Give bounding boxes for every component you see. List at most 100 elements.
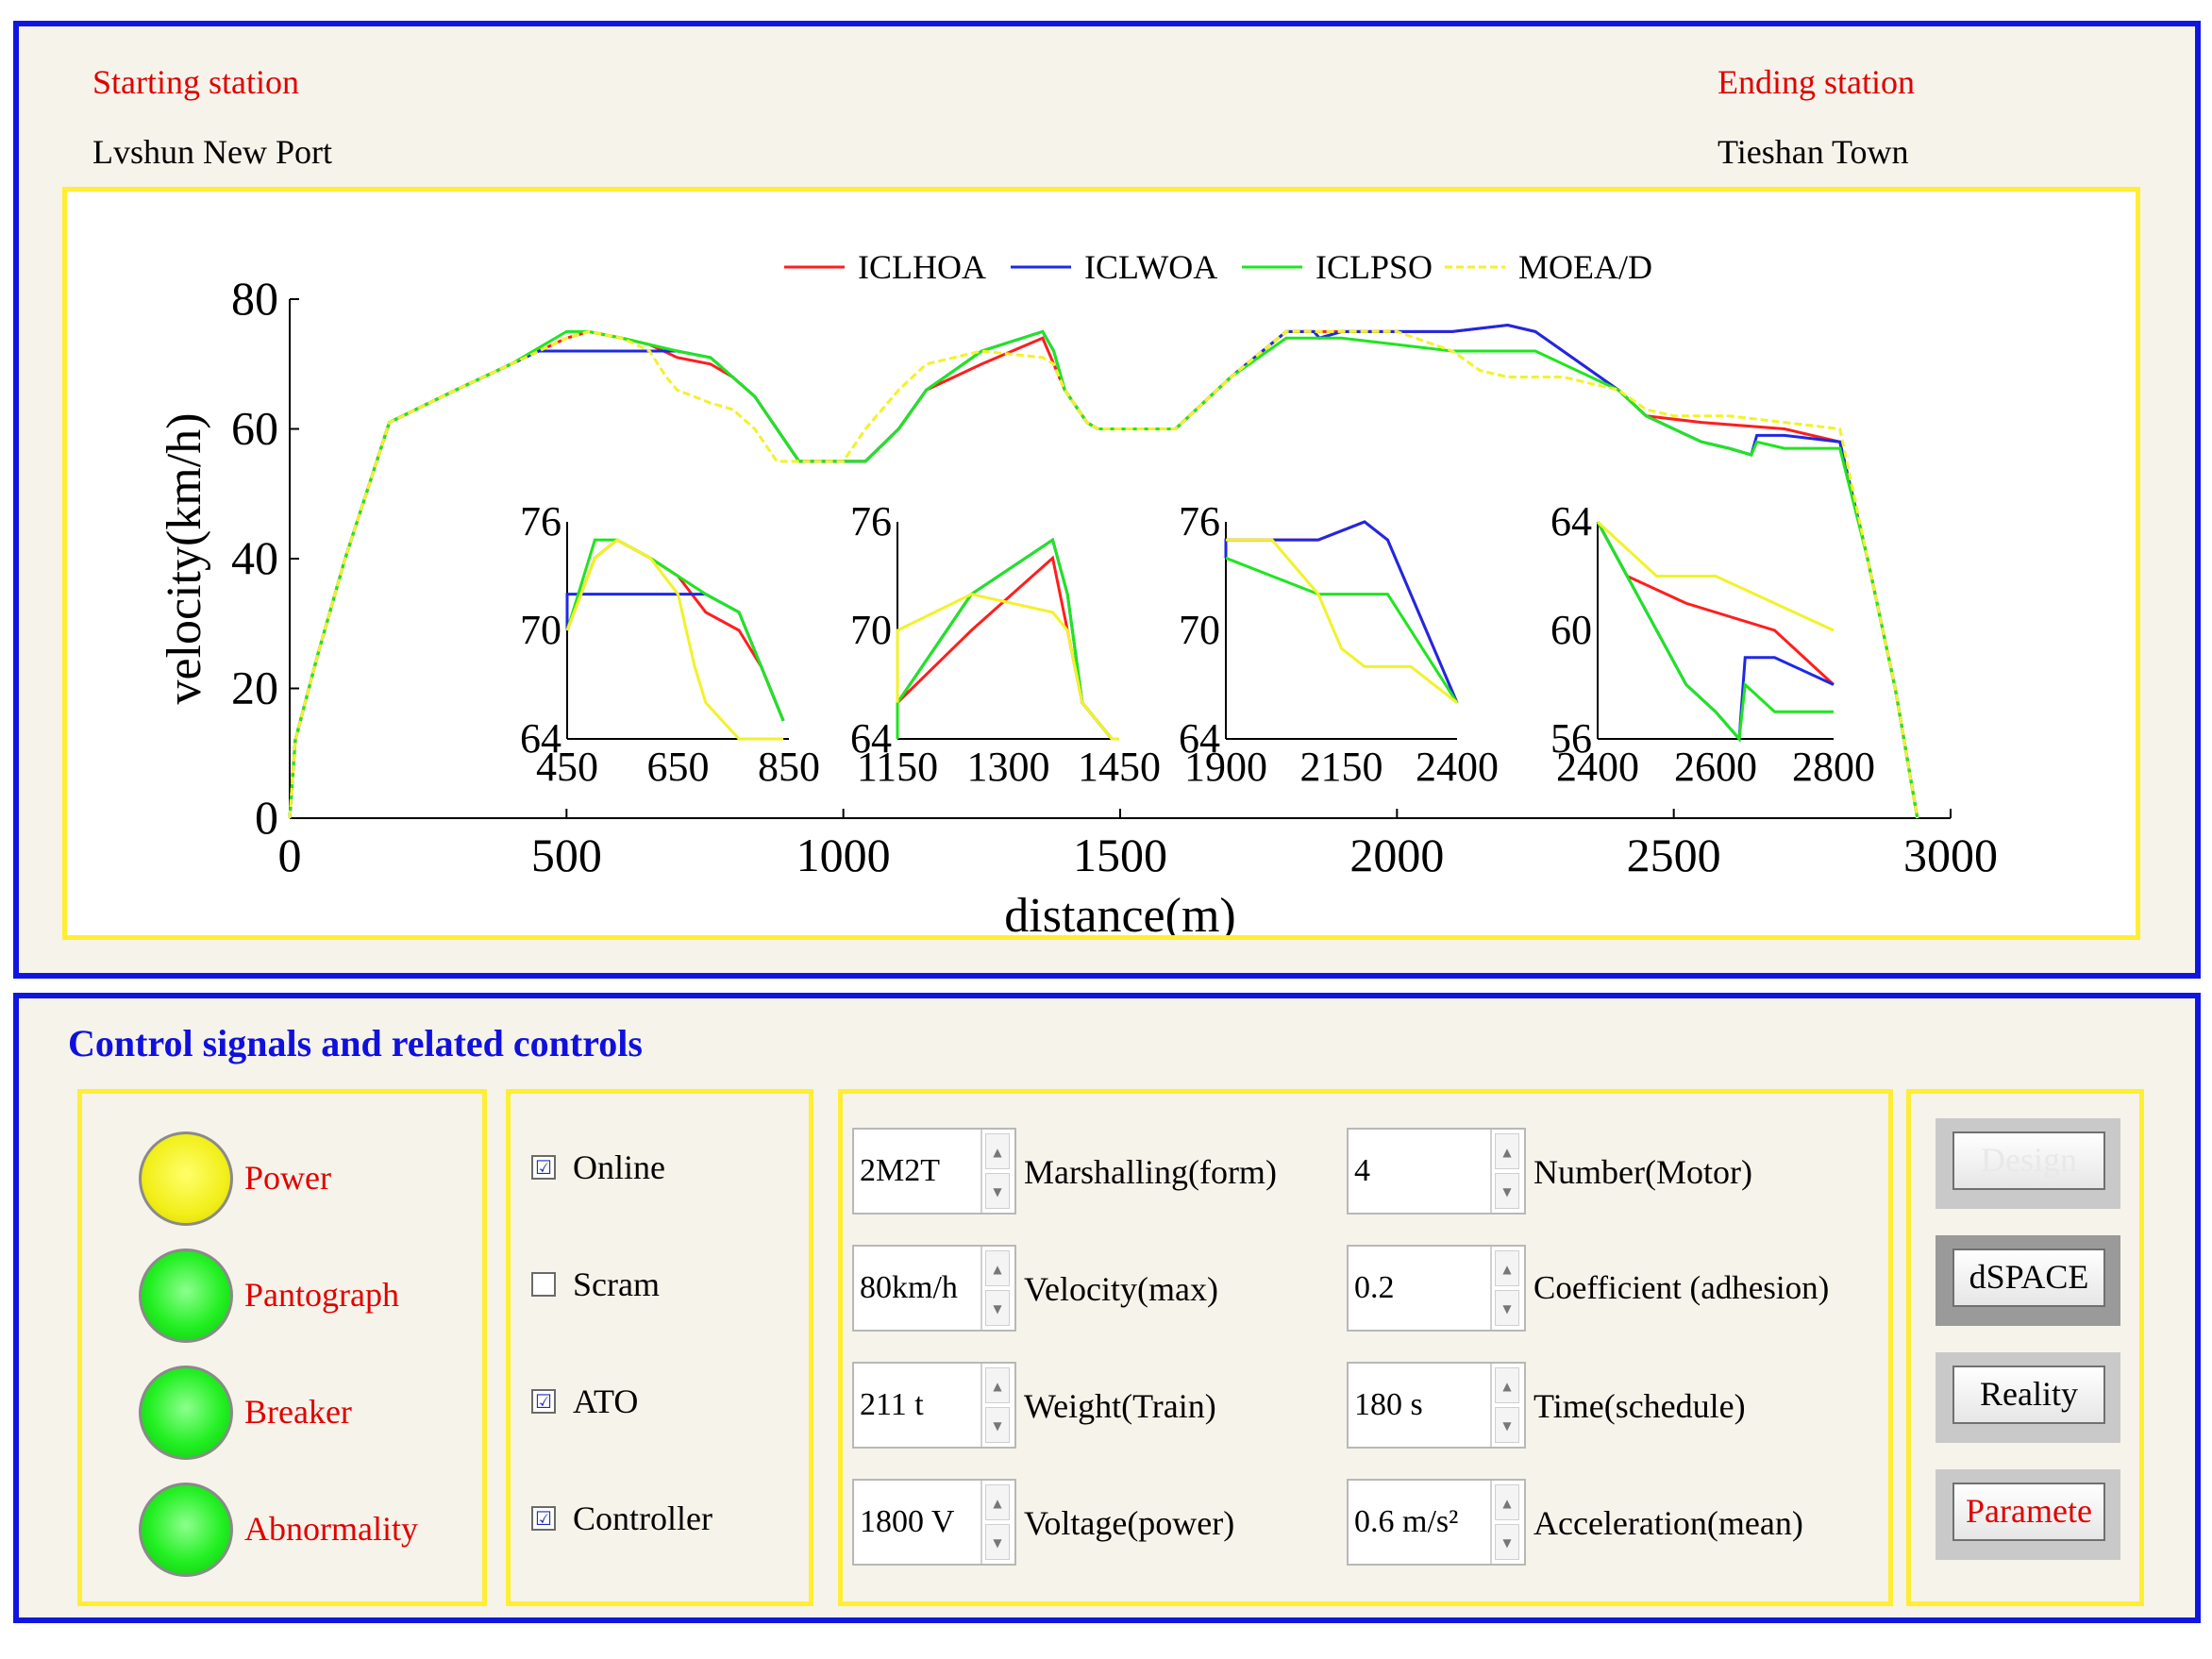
- inset-y-tick-label: 70: [520, 607, 561, 653]
- inset-series-line: [565, 538, 785, 722]
- power-lamp-label: Power: [244, 1159, 331, 1197]
- ato-checkbox[interactable]: ☑: [531, 1389, 556, 1414]
- inset-x-tick-label: 1150: [857, 744, 938, 790]
- max-velocity-spinbox[interactable]: 80km/h ▲ ▼: [852, 1245, 1016, 1332]
- inset-x-tick-label: 1900: [1184, 744, 1267, 790]
- schedule-time-label: Time(schedule): [1533, 1387, 1746, 1425]
- abnormality-lamp-icon: [139, 1483, 233, 1577]
- mode-checkboxes-box: ☑ Online Scram ☑ ATO ☑ Controller: [506, 1089, 813, 1606]
- parameter-button[interactable]: Paramete: [1952, 1483, 2105, 1541]
- inset-x-tick-label: 2600: [1674, 744, 1757, 790]
- ato-option[interactable]: ☑ ATO: [531, 1382, 638, 1420]
- motor-number-label: Number(Motor): [1533, 1153, 1752, 1191]
- y-tick-label: 40: [231, 531, 278, 584]
- power-voltage-spinbox[interactable]: 1800 V ▲ ▼: [852, 1479, 1016, 1566]
- spin-down-icon[interactable]: ▼: [1495, 1524, 1519, 1560]
- x-tick-label: 3000: [1903, 829, 1998, 881]
- spin-down-icon[interactable]: ▼: [985, 1290, 1010, 1326]
- inset-x-tick-label: 2800: [1792, 744, 1875, 790]
- spin-up-icon[interactable]: ▲: [1495, 1367, 1519, 1403]
- x-tick-label: 1000: [796, 829, 891, 881]
- adhesion-coefficient-value[interactable]: 0.2: [1354, 1270, 1395, 1305]
- x-tick-label: 1500: [1073, 829, 1167, 881]
- motor-number-spinbox[interactable]: 4 ▲ ▼: [1347, 1128, 1526, 1215]
- spin-up-icon[interactable]: ▲: [985, 1250, 1010, 1286]
- marshalling-spinbox[interactable]: 2M2T ▲ ▼: [852, 1128, 1016, 1215]
- spin-up-icon[interactable]: ▲: [1495, 1250, 1519, 1286]
- inset-series-line: [565, 538, 784, 741]
- inset-x-tick-label: 2150: [1300, 744, 1383, 790]
- power-voltage-value[interactable]: 1800 V: [860, 1504, 955, 1539]
- inset-y-tick-label: 64: [850, 715, 892, 762]
- inset-y-tick-label: 76: [520, 498, 561, 545]
- inset-y-tick-label: 56: [1550, 715, 1592, 762]
- max-velocity-value[interactable]: 80km/h: [860, 1270, 958, 1305]
- spin-up-icon[interactable]: ▲: [1495, 1484, 1519, 1520]
- scram-checkbox[interactable]: [531, 1272, 556, 1297]
- controller-checkbox[interactable]: ☑: [531, 1506, 556, 1531]
- controller-option[interactable]: ☑ Controller: [531, 1500, 712, 1537]
- ending-station-label: Ending station: [1718, 63, 1915, 101]
- inset-y-tick-label: 76: [1179, 498, 1220, 545]
- inset-series-line: [896, 593, 1119, 741]
- online-checkbox[interactable]: ☑: [531, 1155, 556, 1180]
- legend-label: ICLPSO: [1315, 248, 1433, 286]
- starting-station-label: Starting station: [92, 63, 299, 101]
- train-weight-label: Weight(Train): [1024, 1387, 1216, 1425]
- motor-number-value[interactable]: 4: [1354, 1153, 1370, 1188]
- adhesion-coefficient-spinbox[interactable]: 0.2 ▲ ▼: [1347, 1245, 1526, 1332]
- power-voltage-label: Voltage(power): [1024, 1504, 1235, 1542]
- inset-x-tick-label: 450: [536, 744, 598, 790]
- spin-down-icon[interactable]: ▼: [985, 1173, 1010, 1209]
- breaker-lamp-icon: [139, 1366, 233, 1460]
- pantograph-lamp-icon: [139, 1248, 233, 1343]
- inset-y-tick-label: 70: [850, 607, 892, 653]
- inset-x-tick-label: 2400: [1556, 744, 1639, 790]
- mean-acceleration-spinbox[interactable]: 0.6 m/s² ▲ ▼: [1347, 1479, 1526, 1566]
- schedule-time-value[interactable]: 180 s: [1354, 1387, 1423, 1422]
- pantograph-lamp-label: Pantograph: [244, 1276, 399, 1314]
- online-checkbox-label: Online: [573, 1148, 665, 1186]
- spin-down-icon[interactable]: ▼: [1495, 1173, 1519, 1209]
- velocity-distance-chart: 0 500 1000 1500 2000 2500 3000 0 20 40 60 80 distanc…: [158, 248, 1998, 935]
- x-tick-label: 2000: [1349, 829, 1444, 881]
- y-tick-label: 20: [231, 662, 278, 714]
- legend-label: MOEA/D: [1518, 248, 1652, 286]
- spin-up-icon[interactable]: ▲: [985, 1484, 1010, 1520]
- schedule-time-spinbox[interactable]: 180 s ▲ ▼: [1347, 1362, 1526, 1449]
- inset-y-tick-label: 70: [1179, 607, 1220, 653]
- spin-down-icon[interactable]: ▼: [985, 1524, 1010, 1560]
- spin-down-icon[interactable]: ▼: [985, 1407, 1010, 1443]
- online-option[interactable]: ☑ Online: [531, 1148, 665, 1186]
- inset-series-line: [1224, 520, 1459, 704]
- inset-series-line: [565, 538, 785, 722]
- reality-button[interactable]: Reality: [1952, 1366, 2105, 1424]
- y-tick-label: 80: [231, 272, 278, 325]
- y-tick-label: 0: [255, 791, 278, 844]
- mean-acceleration-value[interactable]: 0.6 m/s²: [1354, 1504, 1459, 1539]
- adhesion-coefficient-label: Coefficient (adhesion): [1533, 1269, 1830, 1306]
- y-tick-label: 60: [231, 402, 278, 455]
- ending-station-name: Tieshan Town: [1718, 133, 1909, 171]
- spin-down-icon[interactable]: ▼: [1495, 1407, 1519, 1443]
- train-weight-spinbox[interactable]: 211 t ▲ ▼: [852, 1362, 1016, 1449]
- spin-up-icon[interactable]: ▲: [1495, 1133, 1519, 1169]
- spin-up-icon[interactable]: ▲: [985, 1133, 1010, 1169]
- inset-y-tick-label: 64: [520, 715, 561, 762]
- dspace-button[interactable]: dSPACE: [1952, 1248, 2105, 1307]
- x-axis-title: distance(m): [1004, 889, 1235, 935]
- inset-series-line: [896, 555, 1119, 741]
- design-button[interactable]: Design: [1952, 1131, 2105, 1190]
- spin-down-icon[interactable]: ▼: [1495, 1290, 1519, 1326]
- y-axis-title: velocity(km/h): [158, 412, 211, 704]
- inset-y-tick-label: 60: [1550, 607, 1592, 653]
- train-weight-value[interactable]: 211 t: [860, 1387, 924, 1422]
- marshalling-value[interactable]: 2M2T: [860, 1153, 940, 1188]
- spin-up-icon[interactable]: ▲: [985, 1367, 1010, 1403]
- inset-y-tick-label: 64: [1179, 715, 1220, 762]
- series-line-moead: [288, 329, 1919, 819]
- starting-station-name: Lvshun New Port: [92, 133, 332, 171]
- trajectory-panel: Starting station Lvshun New Port Ending …: [13, 21, 2201, 979]
- status-lamps-box: Power Pantograph Breaker Abnormality: [77, 1089, 487, 1606]
- scram-option[interactable]: Scram: [531, 1265, 660, 1303]
